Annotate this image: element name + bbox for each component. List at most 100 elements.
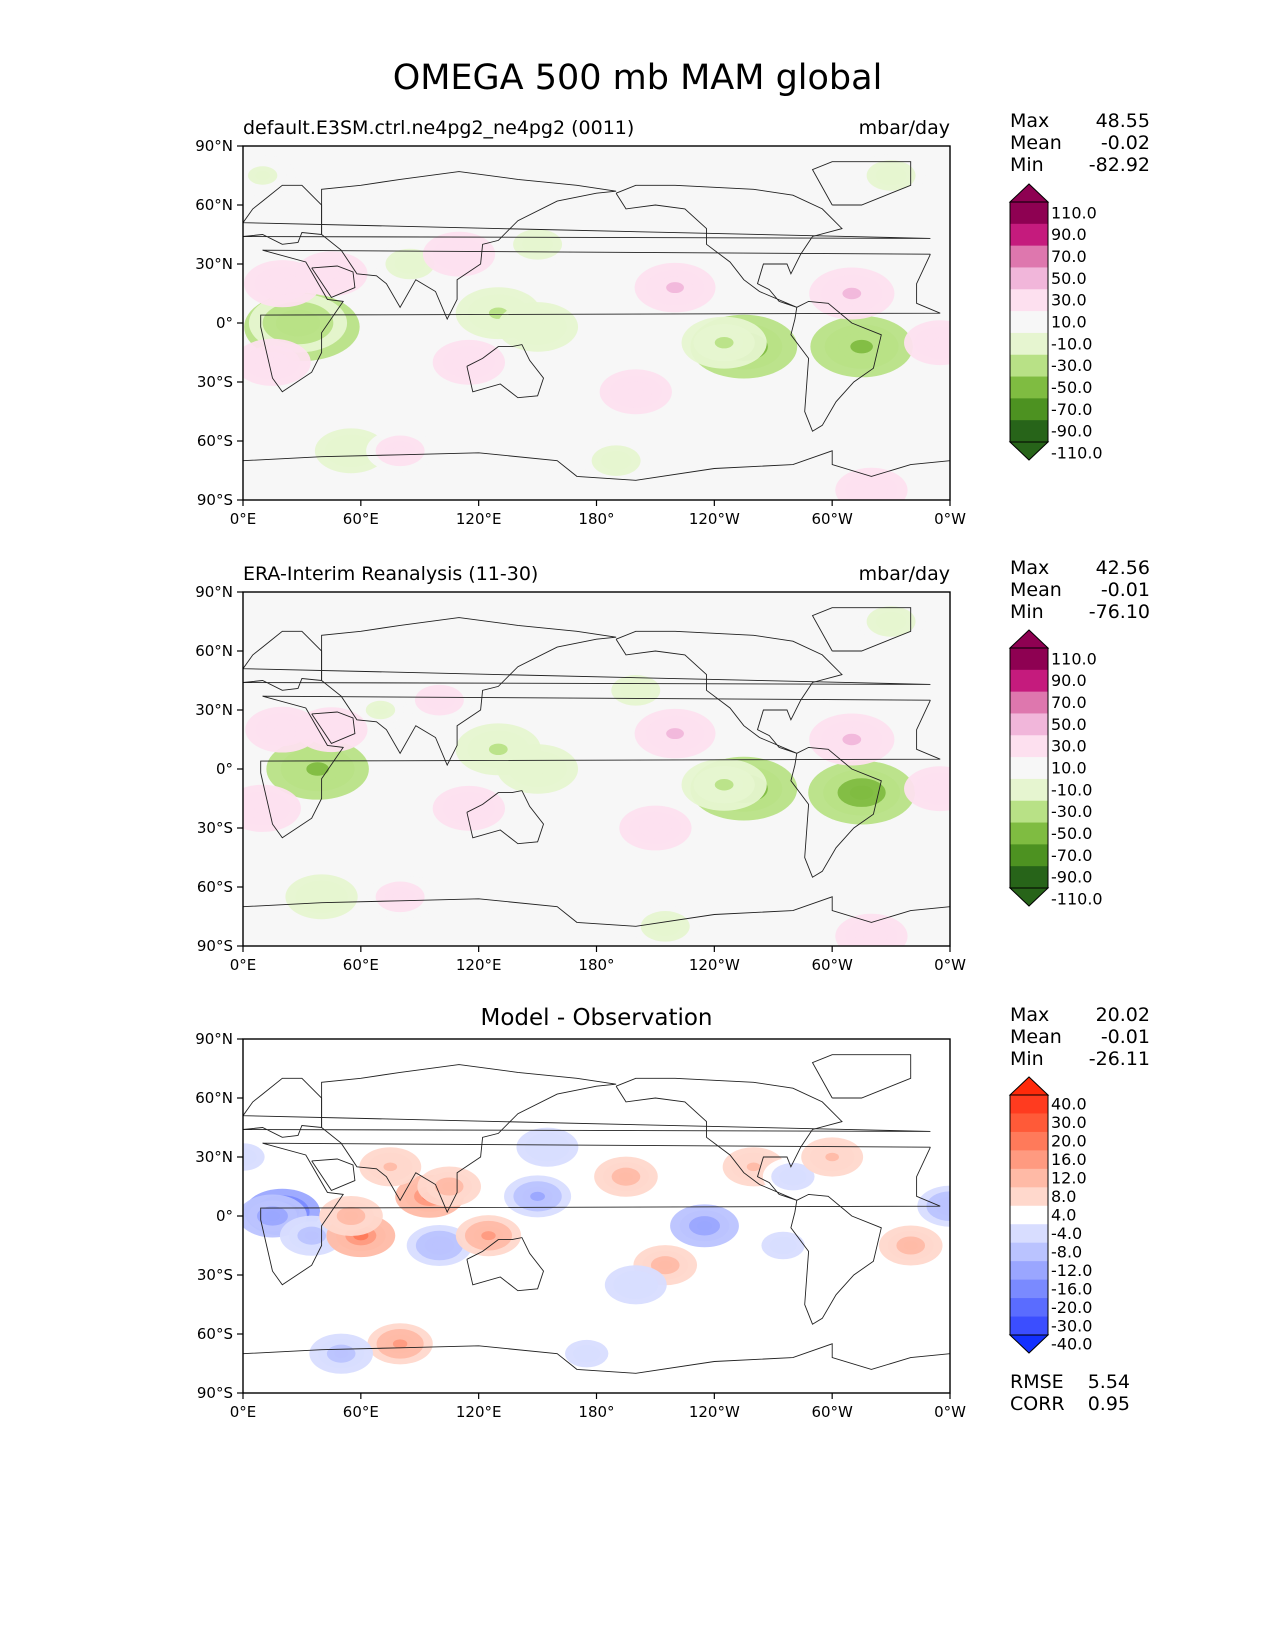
field-contour <box>863 485 880 496</box>
x-tick-label: 60°W <box>811 956 853 974</box>
stat-label: Mean <box>1010 132 1062 154</box>
colorbar-label: -30.0 <box>1051 802 1092 821</box>
field-contour <box>442 1182 457 1191</box>
panel-1-colorbar: 110.0 90.0 70.0 50.0 30.0 10.0 -10.0 -30.0 -50.0… <box>1008 183 1103 462</box>
field-contour <box>842 733 862 746</box>
stat-value: 48.55 <box>1095 110 1150 132</box>
colorbar-label: -10.0 <box>1051 334 1092 353</box>
field-contour <box>666 728 684 740</box>
field-contour <box>264 1211 281 1221</box>
colorbar-segment <box>1010 267 1048 290</box>
y-tick-label: 30°N <box>195 255 233 273</box>
colorbar-label: 70.0 <box>1051 247 1087 266</box>
field-contour <box>849 785 874 800</box>
colorbar-extend-bottom <box>1008 887 1050 907</box>
y-tick-label: 90°N <box>195 137 233 155</box>
field-contour <box>344 1211 359 1221</box>
field-contour <box>842 287 862 300</box>
metric-value: 5.54 <box>1087 1371 1130 1393</box>
field-contour <box>657 921 673 932</box>
field-contour <box>935 1196 950 1216</box>
colorbar-segment <box>1010 844 1048 867</box>
panel-3-map: 0°E 60°E 120°E 180° 120°W 60°W 0°W 90°N 60°N 30°N… <box>195 1030 966 1421</box>
field-contour <box>776 1241 790 1250</box>
colorbar-segment <box>1010 800 1048 824</box>
coastline <box>321 1064 617 1214</box>
colorbar-label: -110.0 <box>1051 889 1103 908</box>
field-contour <box>392 1339 408 1349</box>
field-contour <box>528 763 547 775</box>
colorbar-label: -50.0 <box>1051 824 1092 843</box>
colorbar-label: 10.0 <box>1051 759 1087 778</box>
y-tick-label: 90°S <box>197 491 233 509</box>
stat-value: 20.02 <box>1095 1004 1150 1026</box>
field-contour <box>304 1231 319 1241</box>
field-contour <box>883 170 899 181</box>
coastline <box>615 184 843 308</box>
colorbar-extend-top <box>1008 1076 1050 1096</box>
panel-3-stats: Max 20.02 Mean -0.01 Min -26.11 <box>1010 1004 1150 1070</box>
colorbar-label: 16.0 <box>1051 1150 1087 1169</box>
colorbar-label: -90.0 <box>1051 422 1092 441</box>
stat-value: -26.11 <box>1088 1048 1150 1070</box>
coastline <box>311 265 356 298</box>
y-tick-label: 60°N <box>195 642 233 660</box>
coastline <box>243 896 950 927</box>
coastline <box>466 790 545 845</box>
x-tick-label: 120°E <box>456 1403 502 1421</box>
colorbar-label: 90.0 <box>1051 671 1087 690</box>
coastline <box>811 607 912 652</box>
stat-value: -82.92 <box>1088 154 1150 176</box>
field-contour <box>273 278 291 289</box>
field-contour <box>647 823 664 833</box>
field-contour <box>580 1349 594 1358</box>
colorbar-label: 12.0 <box>1051 1169 1087 1188</box>
panel-2-stats: Max 42.56 Mean -0.01 Min -76.10 <box>1010 557 1150 623</box>
colorbar-label: -40.0 <box>1051 1335 1092 1354</box>
coastline <box>615 1077 843 1201</box>
figure-title: OMEGA 500 mb MAM global <box>392 58 883 98</box>
x-tick-label: 120°W <box>689 1403 740 1421</box>
field-contour <box>334 1349 349 1359</box>
colorbar-segment <box>1010 289 1048 312</box>
y-tick-label: 60°N <box>195 196 233 214</box>
x-tick-label: 180° <box>578 1403 614 1421</box>
field-contour <box>431 695 447 705</box>
stat-label: Max <box>1010 1004 1050 1026</box>
colorbar-extend-top <box>1008 629 1050 649</box>
colorbar-segment <box>1010 1298 1048 1318</box>
field-contour <box>932 337 949 348</box>
colorbar-segment <box>1010 778 1048 802</box>
colorbar-segment <box>1010 1095 1048 1114</box>
y-tick-label: 90°S <box>197 1384 233 1402</box>
colorbar-segment <box>1010 420 1048 443</box>
field-contour <box>392 892 408 902</box>
panel-1-title-left: default.E3SM.ctrl.ne4pg2_ne4pg2 (0011) <box>243 117 635 139</box>
field-contour <box>863 931 880 942</box>
field-contour <box>530 239 546 250</box>
colorbar-segment <box>1010 1279 1048 1299</box>
field-contour <box>243 1152 250 1162</box>
colorbar-segment <box>1010 398 1048 421</box>
metric-value: 0.95 <box>1087 1393 1130 1415</box>
y-tick-label: 60°S <box>197 878 233 896</box>
colorbar-segment <box>1010 866 1048 889</box>
metric-label: RMSE <box>1010 1371 1064 1393</box>
x-tick-label: 60°E <box>343 510 379 528</box>
coastline <box>311 711 356 744</box>
x-tick-label: 120°W <box>689 956 740 974</box>
colorbar-label: -50.0 <box>1051 378 1092 397</box>
colorbar-segment <box>1010 245 1048 268</box>
colorbar-segment <box>1010 223 1048 247</box>
field-contour <box>942 1201 950 1211</box>
field-contour <box>343 445 359 456</box>
stat-value: -76.10 <box>1088 601 1150 623</box>
colorbar-segment <box>1010 1224 1048 1244</box>
colorbar-segment <box>1010 354 1048 378</box>
coastline <box>811 1054 912 1099</box>
colorbar-outline <box>1009 647 1049 889</box>
colorbar-label: -10.0 <box>1051 780 1092 799</box>
colorbar-label: 110.0 <box>1051 203 1097 222</box>
field-contour <box>714 336 734 349</box>
stat-label: Min <box>1010 1048 1044 1070</box>
